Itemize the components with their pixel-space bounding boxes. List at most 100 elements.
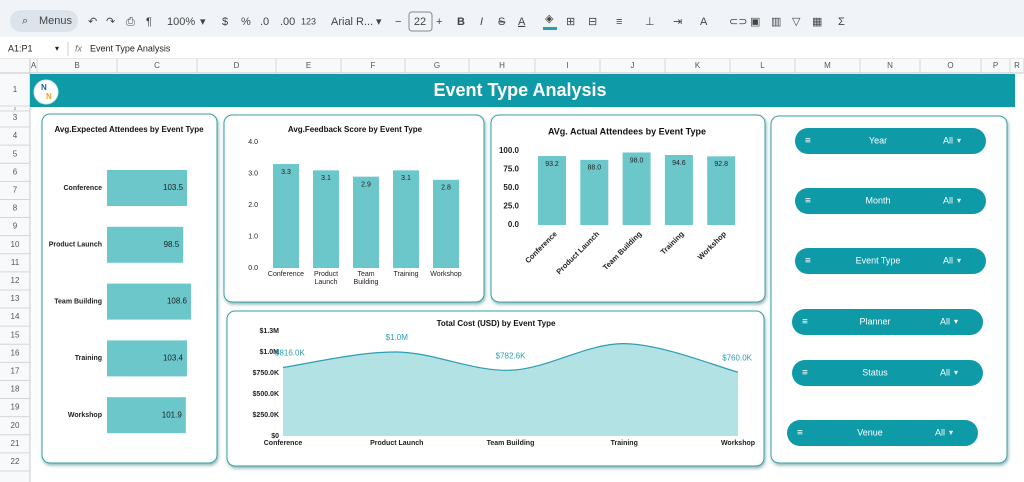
decimal-increase[interactable]: .00	[280, 16, 295, 28]
row-header: 7	[13, 186, 18, 195]
wrap[interactable]: ⇥	[673, 16, 682, 28]
print[interactable]: ⎙	[126, 16, 135, 28]
font-size-decrease[interactable]: −	[395, 16, 401, 28]
bar	[393, 170, 419, 268]
data-label: $1.0M	[386, 333, 409, 342]
strikethrough[interactable]: S	[498, 16, 505, 28]
number-format[interactable]: 123	[301, 16, 316, 26]
data-label: 94.6	[672, 160, 686, 167]
category-label: Conference	[63, 185, 102, 192]
name-box[interactable]: A1:P1	[8, 43, 33, 53]
font-size-increase[interactable]: +	[436, 16, 442, 28]
italic[interactable]: I	[480, 16, 483, 28]
bar	[707, 156, 736, 225]
percent[interactable]: %	[241, 16, 251, 28]
slicer[interactable]	[795, 188, 986, 214]
link[interactable]: ⊂⊃	[729, 16, 747, 28]
search-menus[interactable]	[10, 10, 78, 32]
column-header: R	[1014, 61, 1020, 70]
bold[interactable]: B	[457, 16, 465, 28]
bar	[664, 154, 693, 225]
dashboard-title: Event Type Analysis	[433, 80, 606, 100]
y-tick-label: $500.0K	[253, 391, 279, 398]
row-header: 8	[13, 204, 18, 213]
zoom[interactable]: 100%	[167, 16, 195, 28]
text-color[interactable]: A	[518, 16, 526, 28]
slicer-panel	[770, 115, 1008, 464]
fill-color-swatch[interactable]	[543, 27, 557, 30]
data-label: 3.1	[321, 175, 331, 182]
slicer-arrow: ▾	[957, 196, 961, 205]
slicer[interactable]	[792, 309, 983, 335]
decimal-decrease[interactable]: .0	[260, 16, 269, 28]
chart[interactable]: ▥	[771, 16, 781, 28]
borders[interactable]: ⊞	[566, 16, 575, 28]
slicer[interactable]	[792, 360, 983, 386]
slicer-icon: ≡	[802, 317, 808, 328]
slicer[interactable]	[795, 248, 986, 274]
data-label: 108.6	[167, 297, 188, 306]
slicer[interactable]	[787, 420, 978, 446]
area	[283, 343, 738, 436]
y-tick-label: 2.0	[248, 202, 258, 209]
row-header: 22	[11, 457, 20, 466]
chart-title: Avg.Feedback Score by Event Type	[288, 125, 423, 134]
slicer-label: Event Type	[856, 255, 901, 265]
line	[282, 342, 739, 373]
bar	[107, 226, 184, 263]
font-arrow[interactable]: ▾	[376, 16, 382, 28]
rotate[interactable]: A	[700, 16, 708, 28]
column-header: E	[306, 61, 311, 70]
slicer-value[interactable]: All	[943, 135, 953, 145]
merge-cells[interactable]: ⊟	[588, 16, 597, 28]
slicer-value[interactable]: All	[935, 427, 945, 437]
slicer-value[interactable]: All	[943, 255, 953, 265]
formula-content[interactable]: Event Type Analysis	[90, 43, 171, 53]
font-size-box[interactable]	[408, 11, 433, 32]
y-tick-label: 0.0	[508, 220, 520, 229]
slicer-value[interactable]: All	[940, 316, 950, 326]
x-tick-label: Team Building	[487, 440, 535, 447]
slicer[interactable]	[795, 128, 986, 154]
functions[interactable]: Σ	[838, 16, 845, 28]
column-header: C	[154, 61, 160, 70]
filter[interactable]: ▽	[792, 16, 801, 28]
align[interactable]: ≡	[616, 16, 622, 28]
chart-title: Total Cost (USD) by Event Type	[437, 319, 556, 328]
undo[interactable]: ↶	[88, 16, 97, 28]
paint-format[interactable]: ¶	[146, 16, 152, 28]
logo-mark: N	[41, 83, 47, 92]
slicer-value[interactable]: All	[940, 367, 950, 377]
data-label: 2.9	[361, 181, 371, 188]
zoom-arrow[interactable]: ▾	[200, 16, 206, 28]
comment[interactable]: ▣	[750, 16, 760, 28]
font-size[interactable]: 22	[414, 16, 426, 28]
y-tick-label: 100.0	[499, 146, 520, 155]
currency[interactable]: $	[222, 16, 228, 28]
row-header: 9	[13, 222, 18, 231]
column-header: O	[947, 61, 953, 70]
name-box-arrow[interactable]: ▾	[55, 44, 59, 53]
x-tick-label: Workshop	[430, 271, 461, 278]
data-label: 2.8	[441, 185, 451, 192]
row-header-bar	[0, 59, 30, 482]
y-tick-label: 0.0	[248, 265, 258, 272]
row-header: 15	[11, 330, 20, 339]
fill-color[interactable]: ◈	[545, 13, 554, 25]
font-family[interactable]: Arial R...	[331, 16, 373, 28]
bar	[538, 156, 566, 225]
column-header-bar	[0, 59, 1024, 73]
row-header: 4	[13, 131, 18, 140]
y-tick-label: $1.3M	[260, 328, 280, 335]
slicer-value[interactable]: All	[943, 195, 953, 205]
x-tick-label: Training	[393, 271, 418, 278]
slicer-arrow: ▾	[949, 428, 953, 437]
table[interactable]: ▦	[812, 16, 822, 28]
redo[interactable]: ↷	[106, 16, 115, 28]
vertical-align[interactable]: ⊥	[645, 16, 655, 28]
search-label: Menus	[39, 15, 73, 27]
row-header: 20	[11, 421, 20, 430]
row-header: 19	[11, 403, 20, 412]
slicer-arrow: ▾	[957, 256, 961, 265]
y-tick-label: $750.0K	[253, 370, 279, 377]
